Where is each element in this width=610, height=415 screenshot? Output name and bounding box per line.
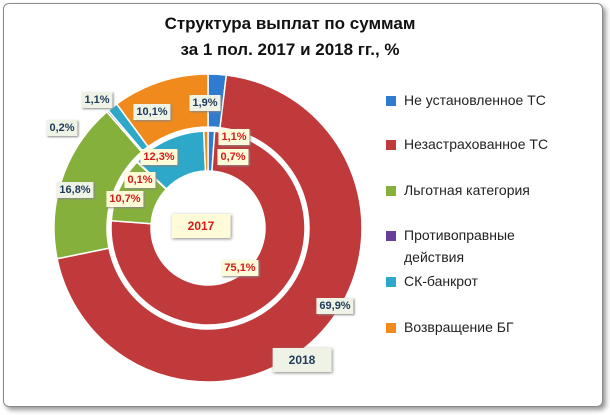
slice-2018-1 (56, 74, 363, 383)
chart-title-line2: за 1 пол. 2017 и 2018 гг., % (180, 40, 400, 59)
data-label-2017-0: 1,1% (218, 129, 250, 145)
data-label-2017-2: 10,7% (106, 191, 144, 207)
data-label-2018-1: 69,9% (316, 298, 354, 314)
data-label-2017-3: 0,1% (124, 172, 156, 188)
data-label-2018-2: 16,8% (56, 182, 94, 198)
legend-swatch-0 (386, 96, 396, 106)
legend-swatch-5 (386, 277, 396, 287)
data-label-2018-5: 10,1% (133, 104, 171, 120)
year-label-2018: 2018 (272, 348, 332, 372)
slice-2017-1 (110, 130, 306, 326)
data-label-2017-4: 12,3% (140, 149, 178, 165)
data-label-2017-5: 0,7% (217, 149, 249, 165)
legend-swatch-1 (386, 140, 396, 150)
legend-entry-2: Льготная категория (404, 182, 530, 198)
legend-entry-6: Возвращение БГ (404, 319, 514, 335)
data-label-2017-1: 75,1% (221, 260, 259, 276)
slice-2017-5 (202, 130, 209, 172)
data-label-2018-3: 0,2% (46, 120, 78, 136)
data-label-2018-4: 1,1% (81, 92, 113, 108)
chart-title-line1: Структура выплат по суммам (164, 14, 416, 33)
legend-entry-4: действия (404, 249, 465, 265)
legend-swatch-3 (386, 231, 396, 241)
legend-swatch-6 (386, 323, 396, 333)
legend-entry-5: СК-банкрот (404, 273, 478, 289)
legend-entry-3: Противоправные (404, 227, 515, 243)
year-label-2017: 2017 (171, 214, 231, 238)
legend-swatch-2 (386, 186, 396, 196)
legend-entry-1: Незастрахованное ТС (404, 136, 549, 152)
legend-entry-0: Не установленное ТС (404, 92, 546, 108)
data-label-2018-0: 1,9% (189, 95, 221, 111)
